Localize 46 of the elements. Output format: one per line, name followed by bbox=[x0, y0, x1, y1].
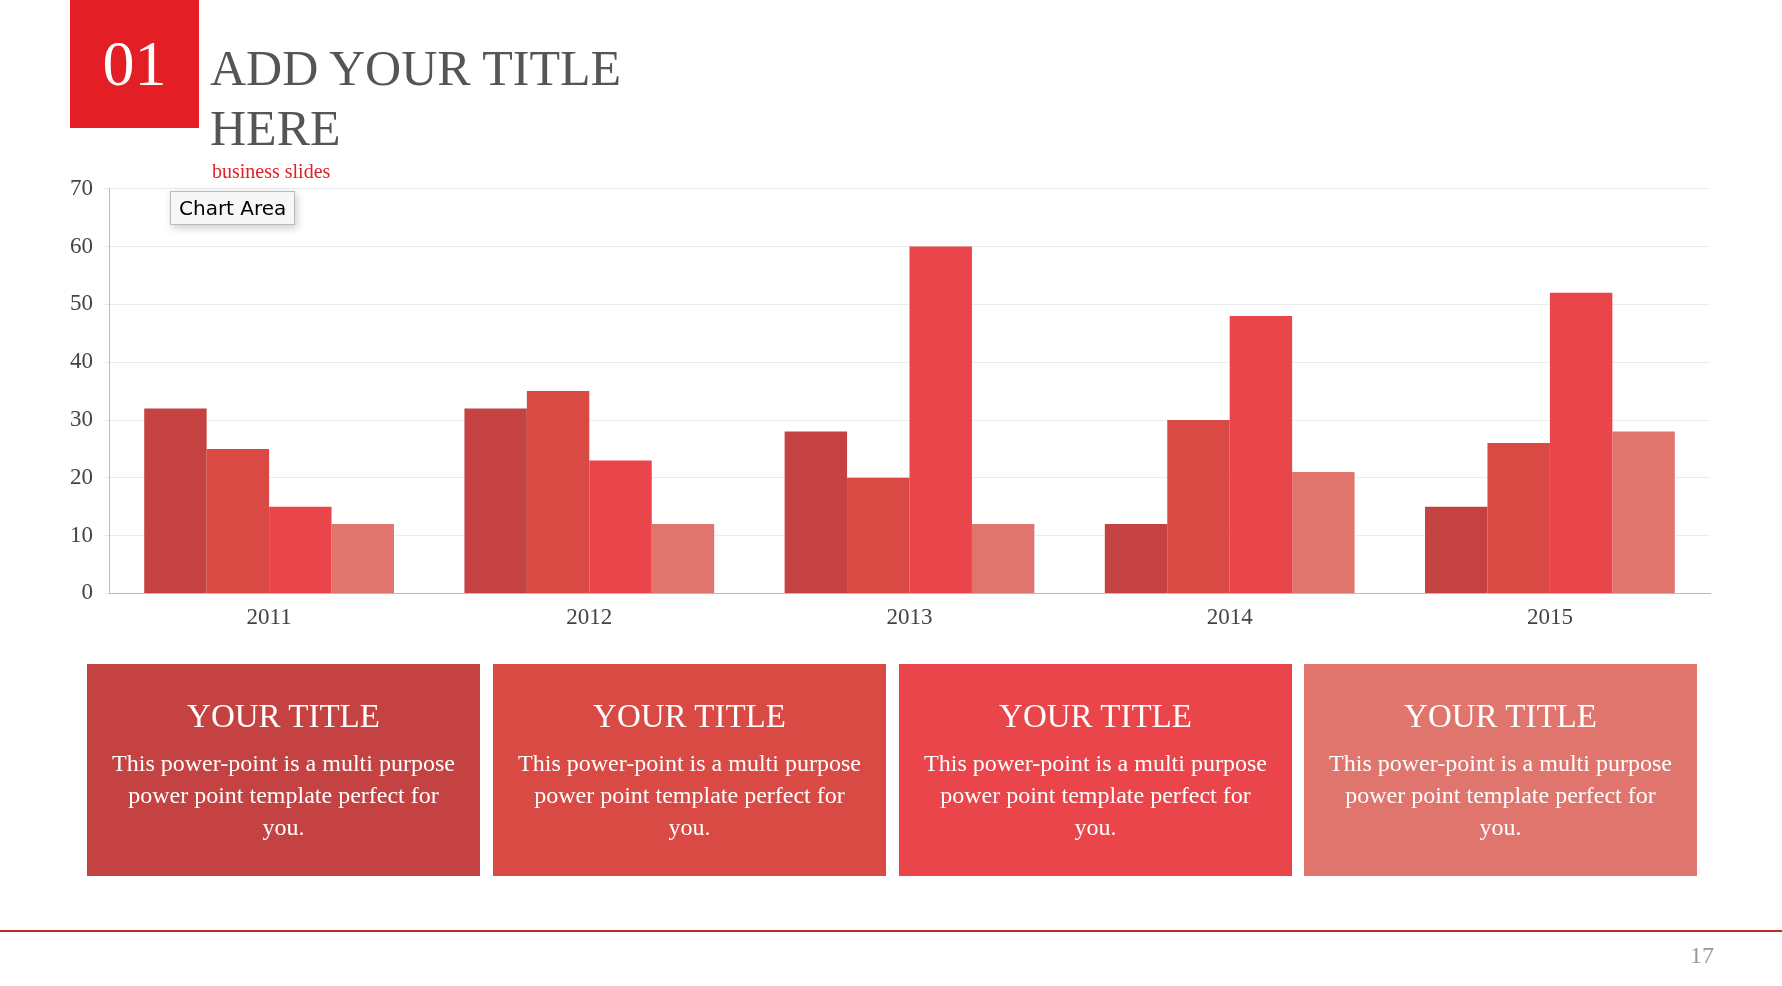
text: This power-point is a multi purpose power point template perfect for you. bbox=[111, 749, 456, 842]
text: YOUR TITLE bbox=[186, 698, 381, 735]
y-tick-label: 0 bbox=[81, 579, 93, 605]
bar bbox=[331, 524, 394, 593]
y-tick-label: 60 bbox=[70, 232, 93, 258]
bar bbox=[464, 408, 527, 593]
bar bbox=[971, 524, 1035, 593]
bar bbox=[1549, 292, 1613, 593]
text: This power-point is a multi purpose power point template perfect for you. bbox=[923, 749, 1268, 842]
text: YOUR TITLE bbox=[1403, 698, 1598, 735]
x-tick-label: 2013 bbox=[886, 604, 933, 630]
y-tick-label: 10 bbox=[70, 521, 93, 547]
bar bbox=[651, 524, 715, 593]
x-tick-label: 2014 bbox=[1206, 604, 1254, 630]
x-tick-label: 2011 bbox=[246, 604, 292, 630]
text: This power-point is a multi purpose power point template perfect for you. bbox=[1328, 749, 1673, 842]
bar bbox=[847, 477, 910, 593]
bar bbox=[1612, 431, 1675, 593]
y-tick-label: 30 bbox=[70, 406, 93, 432]
bar bbox=[1167, 420, 1230, 593]
bar bbox=[206, 448, 270, 593]
bar bbox=[1104, 524, 1168, 593]
bar bbox=[1487, 443, 1550, 593]
chart-title: ADD YOUR TITLE HERE bbox=[210, 39, 623, 158]
bar bbox=[589, 460, 652, 593]
bar bbox=[269, 506, 332, 593]
bar bbox=[1292, 472, 1355, 593]
text: YOUR TITLE bbox=[592, 698, 787, 735]
chart-subtitle: business slides bbox=[212, 160, 331, 183]
bar bbox=[1229, 315, 1293, 593]
bar bbox=[784, 431, 848, 593]
annotation: Chart Area bbox=[170, 191, 296, 225]
bar bbox=[526, 391, 590, 593]
x-tick-label: 2015 bbox=[1526, 604, 1573, 630]
bar bbox=[144, 408, 207, 593]
text: 17 bbox=[1690, 942, 1714, 969]
bar bbox=[1425, 506, 1488, 593]
text: YOUR TITLE bbox=[998, 698, 1193, 735]
text: This power-point is a multi purpose power point template perfect for you. bbox=[517, 749, 862, 842]
y-tick-label: 50 bbox=[70, 290, 93, 316]
x-tick-label: 2012 bbox=[566, 604, 613, 630]
y-tick-label: 70 bbox=[70, 174, 93, 200]
text: 01 bbox=[70, 0, 199, 128]
y-tick-label: 20 bbox=[70, 463, 93, 489]
bar bbox=[909, 246, 972, 593]
y-tick-label: 40 bbox=[70, 348, 93, 374]
